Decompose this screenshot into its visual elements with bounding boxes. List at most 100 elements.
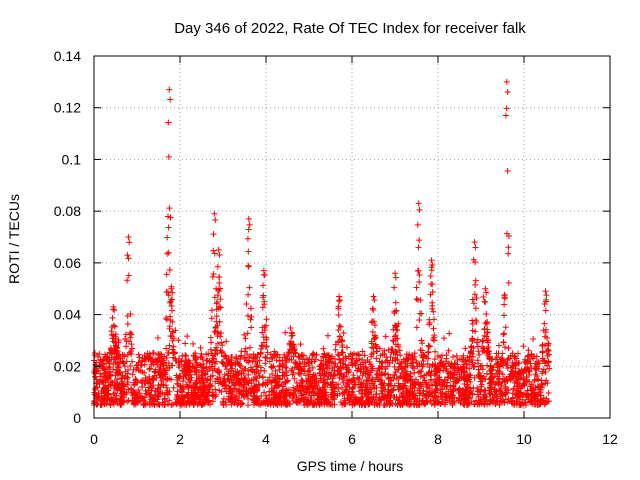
data-point [474, 336, 481, 343]
data-point [384, 371, 391, 378]
data-point [168, 285, 175, 292]
data-point [528, 351, 535, 358]
data-point [509, 373, 516, 380]
data-point [495, 342, 502, 349]
data-point [416, 317, 423, 324]
data-point [529, 387, 536, 394]
data-point [319, 366, 326, 373]
data-point [479, 378, 486, 385]
data-point [510, 385, 517, 392]
data-point [420, 351, 427, 358]
data-point [212, 378, 219, 385]
data-point [332, 346, 339, 353]
data-point [131, 382, 138, 389]
data-point [168, 333, 175, 340]
data-point [444, 373, 451, 380]
data-point [150, 382, 157, 389]
data-point [418, 310, 425, 317]
data-point [167, 298, 174, 305]
data-point [155, 352, 162, 359]
data-point [504, 362, 511, 369]
data-point [247, 316, 254, 323]
data-point [255, 381, 262, 388]
data-point [473, 295, 480, 302]
data-point [416, 279, 423, 286]
data-point [245, 263, 252, 270]
data-point [175, 364, 182, 371]
data-point [264, 376, 271, 383]
data-point [414, 395, 421, 402]
data-point [203, 364, 210, 371]
data-point [111, 307, 118, 314]
data-point [176, 355, 183, 362]
data-point [344, 395, 351, 402]
data-point [420, 387, 427, 394]
data-point [229, 373, 236, 380]
data-point [391, 382, 398, 389]
data-point [391, 284, 398, 291]
data-point [177, 383, 184, 390]
data-point [504, 88, 511, 95]
data-point [111, 385, 118, 392]
data-point [261, 324, 268, 331]
data-point [435, 367, 442, 374]
data-point [322, 370, 329, 377]
data-point [366, 358, 373, 365]
data-point [502, 377, 509, 384]
data-point [241, 393, 248, 400]
data-point [158, 351, 165, 358]
data-point [540, 366, 547, 373]
data-point [197, 344, 204, 351]
data-point [119, 372, 126, 379]
data-point [120, 359, 127, 366]
data-point [96, 350, 103, 357]
data-point [380, 384, 387, 391]
data-point [191, 357, 198, 364]
data-point [124, 351, 131, 358]
data-point [490, 364, 497, 371]
data-point [241, 355, 248, 362]
data-point [370, 293, 377, 300]
data-point [126, 239, 133, 246]
data-point [355, 388, 362, 395]
data-point [124, 312, 131, 319]
data-point [281, 372, 288, 379]
data-point [228, 360, 235, 367]
data-point [385, 391, 392, 398]
data-point [338, 336, 345, 343]
data-point [298, 353, 305, 360]
data-point [376, 358, 383, 365]
data-point [538, 384, 545, 391]
data-point [468, 398, 475, 405]
data-point [494, 397, 501, 404]
data-point [469, 296, 476, 303]
data-point [236, 390, 243, 397]
data-point [207, 363, 214, 370]
data-point [464, 381, 471, 388]
data-point [472, 328, 479, 335]
data-point [525, 396, 532, 403]
data-point [395, 343, 402, 350]
data-point [194, 389, 201, 396]
data-point [387, 380, 394, 387]
data-point [328, 358, 335, 365]
data-point [545, 390, 552, 397]
data-point [166, 86, 173, 93]
data-point [525, 347, 532, 354]
data-point [92, 385, 99, 392]
data-point [149, 394, 156, 401]
data-point [179, 386, 186, 393]
data-point [154, 388, 161, 395]
data-point [114, 376, 121, 383]
data-point [243, 301, 250, 308]
data-point [216, 369, 223, 376]
data-point [329, 375, 336, 382]
data-point [182, 353, 189, 360]
data-point [125, 234, 132, 240]
data-point [216, 288, 223, 295]
data-point [169, 346, 176, 353]
data-point [454, 375, 461, 382]
data-point [350, 372, 357, 379]
data-point [493, 350, 500, 357]
data-point [234, 368, 241, 375]
